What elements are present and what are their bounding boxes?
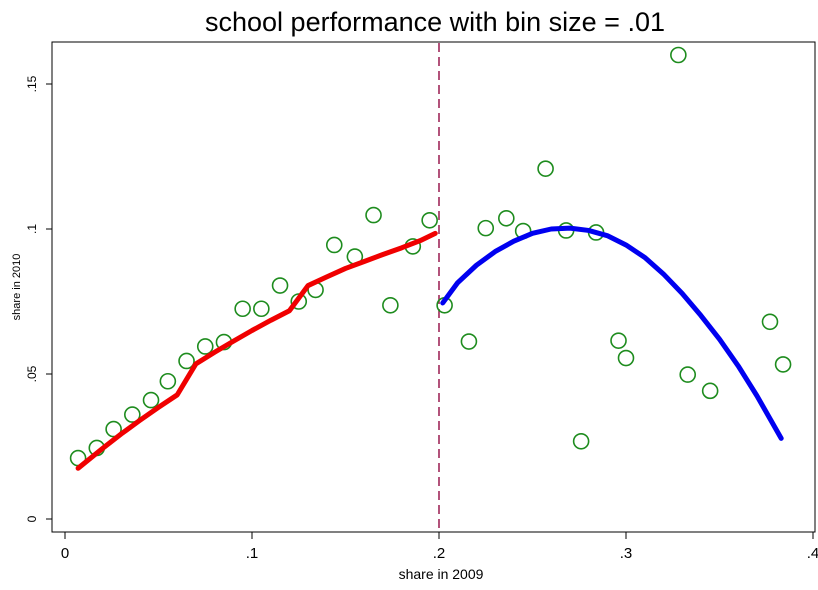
scatter-point-34 xyxy=(761,313,779,331)
scatter-point-22 xyxy=(477,219,495,237)
x-tick-label-3: .3 xyxy=(620,545,633,562)
scatter-point-31 xyxy=(670,46,687,64)
x-tick-label-2: .2 xyxy=(433,545,446,562)
scatter-point-30 xyxy=(617,349,635,367)
scatter-point-17 xyxy=(382,296,399,314)
scatter-point-23 xyxy=(498,209,515,227)
scatter-point-14 xyxy=(325,236,343,254)
scatter-points xyxy=(69,46,792,467)
y-axis-label: share in 2010 xyxy=(11,254,23,321)
x-tick-label-4: .4 xyxy=(807,545,818,562)
fit-line-right xyxy=(440,225,784,441)
x-tick-label-0: 0 xyxy=(61,545,69,562)
scatter-point-35 xyxy=(774,356,792,373)
scatter-point-3 xyxy=(124,406,141,423)
scatter-point-7 xyxy=(196,338,214,355)
scatter-point-9 xyxy=(234,300,251,318)
y-tick-label-3: .15 xyxy=(25,75,39,92)
scatter-point-2 xyxy=(105,420,122,438)
y-tick-label-0: 0 xyxy=(25,515,39,522)
scatter-point-32 xyxy=(679,366,697,383)
x-axis: 0 .1 .2 .3 .4 xyxy=(61,532,818,562)
plot-frame xyxy=(51,41,816,533)
scatter-point-11 xyxy=(271,277,289,294)
x-axis-label: share in 2009 xyxy=(399,566,484,582)
scatter-point-25 xyxy=(537,160,554,177)
scatter-point-33 xyxy=(701,382,719,400)
scatter-point-19 xyxy=(421,212,438,229)
scatter-point-5 xyxy=(159,372,177,390)
scatter-point-6 xyxy=(178,352,195,370)
scatter-point-21 xyxy=(460,333,478,350)
y-axis: 0 .05 .1 .15 xyxy=(25,75,52,522)
x-tick-label-1: .1 xyxy=(246,545,259,562)
y-tick-label-2: .1 xyxy=(25,224,39,234)
scatter-point-10 xyxy=(253,300,270,318)
y-tick-label-1: .05 xyxy=(25,365,39,382)
scatter-point-4 xyxy=(142,391,160,409)
fit-lines xyxy=(75,225,784,471)
scatter-point-26 xyxy=(572,432,590,450)
chart-title: school performance with bin size = .01 xyxy=(205,7,665,37)
fit-line-left xyxy=(75,230,438,471)
scatter-point-16 xyxy=(365,206,382,224)
scatter-point-29 xyxy=(610,332,627,349)
